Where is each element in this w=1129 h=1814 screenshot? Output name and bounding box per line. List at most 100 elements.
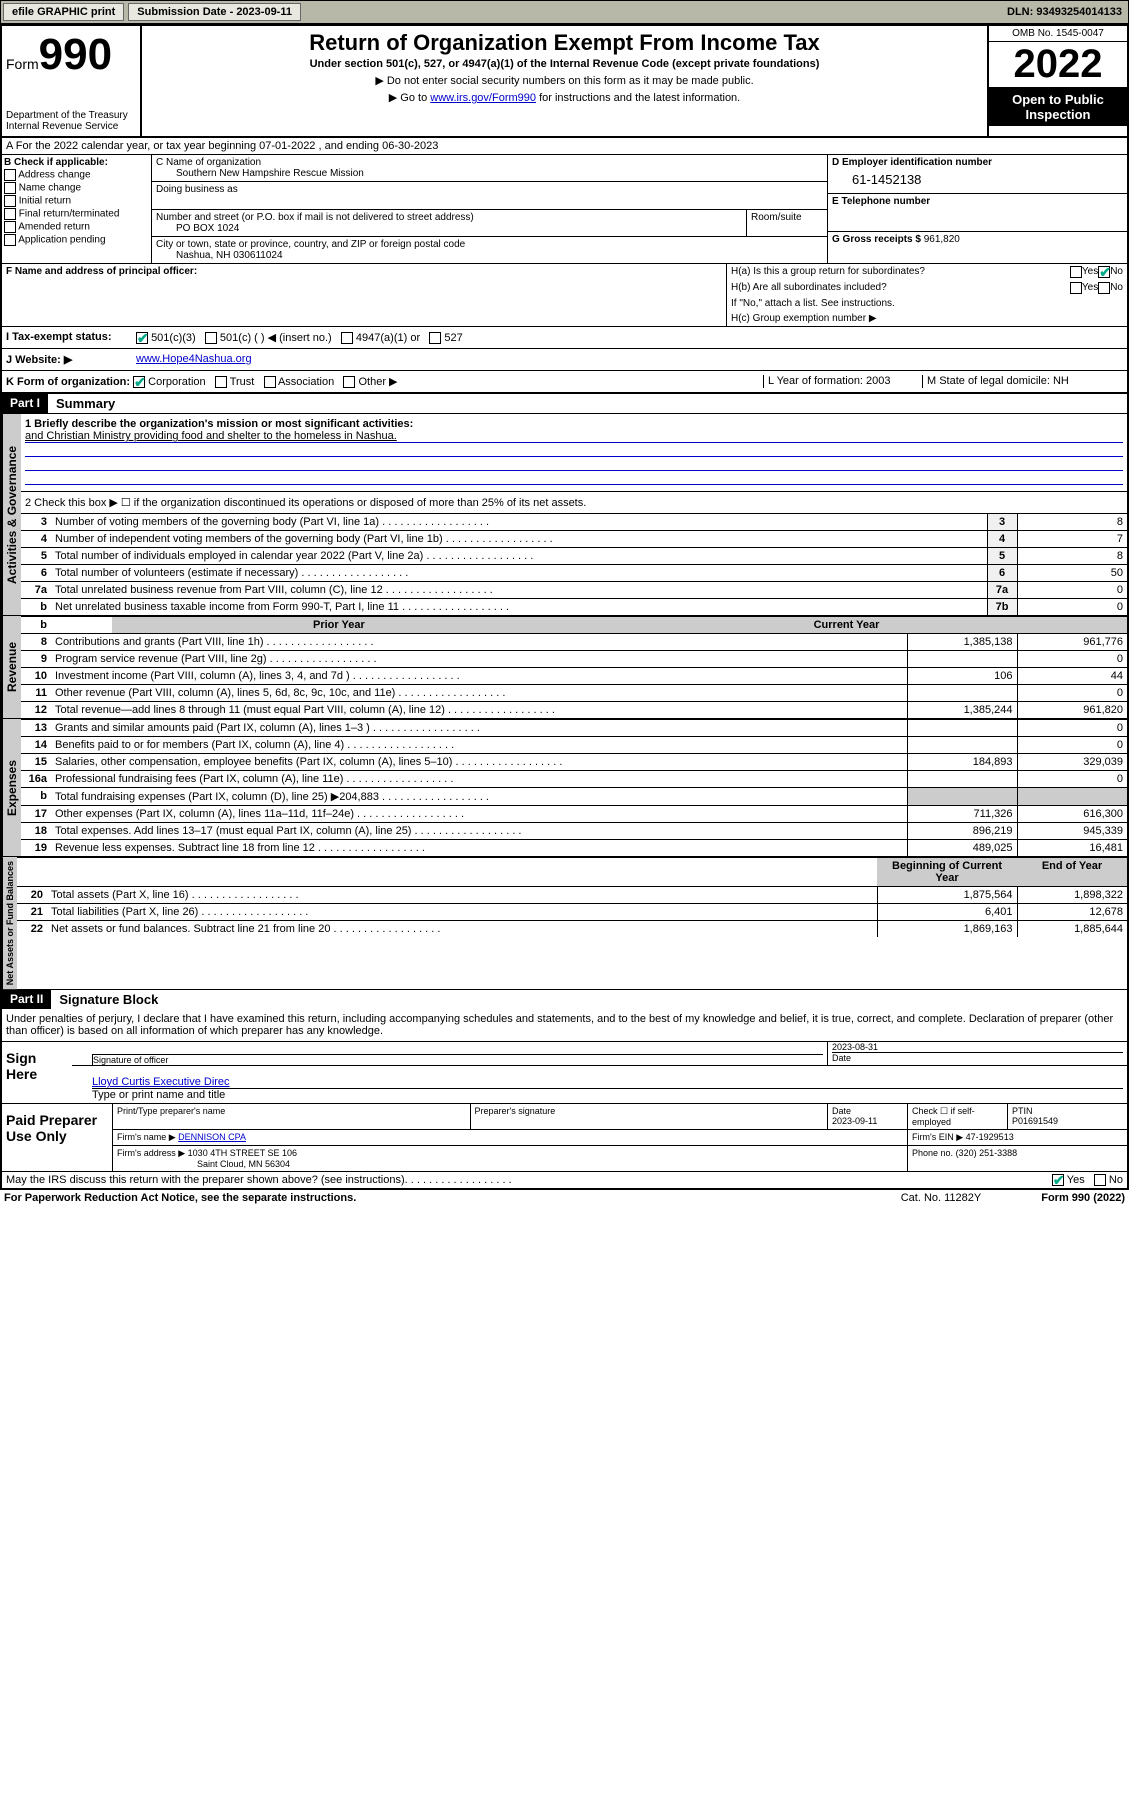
firm-name-link[interactable]: DENNISON CPA: [178, 1132, 246, 1142]
form-990: Form990 Department of the Treasury Inter…: [0, 24, 1129, 1190]
room-label: Room/suite: [747, 210, 827, 236]
form-number: 990: [39, 30, 112, 79]
tax-year: 2022: [989, 42, 1127, 88]
addr-label: Number and street (or P.O. box if mail i…: [156, 212, 742, 223]
hb-note: If "No," attach a list. See instructions…: [727, 296, 1127, 311]
irs-label: Internal Revenue Service: [6, 121, 136, 132]
ein-value: 61-1452138: [832, 168, 1123, 191]
gross-receipts-value: 961,820: [924, 234, 960, 245]
dba-label: Doing business as: [156, 184, 823, 195]
prior-year-head: Prior Year: [112, 617, 566, 634]
section-j-label: J Website: ▶: [2, 349, 132, 370]
sig-date-value: 2023-08-31: [832, 1042, 1123, 1052]
chk-may-irs-yes[interactable]: [1052, 1174, 1064, 1186]
chk-other[interactable]: [343, 376, 355, 388]
current-year-head: Current Year: [566, 617, 1127, 634]
vert-revenue: Revenue: [2, 616, 21, 718]
chk-trust[interactable]: [215, 376, 227, 388]
vert-governance: Activities & Governance: [2, 414, 21, 615]
note-goto-pre: ▶ Go to: [389, 92, 430, 104]
year-formation: L Year of formation: 2003: [763, 375, 923, 388]
paperwork-notice: For Paperwork Reduction Act Notice, see …: [4, 1192, 356, 1204]
chk-501c3[interactable]: [136, 332, 148, 344]
mission-label: 1 Briefly describe the organization's mi…: [25, 418, 413, 430]
form-label: Form: [6, 56, 39, 72]
chk-initial-return[interactable]: Initial return: [4, 195, 149, 207]
prep-date-label: Date: [832, 1106, 851, 1116]
chk-may-irs-no[interactable]: [1094, 1174, 1106, 1186]
firm-addr1: 1030 4TH STREET SE 106: [188, 1148, 297, 1158]
section-b-label: B Check if applicable:: [4, 157, 108, 168]
ptin-value: P01691549: [1012, 1116, 1058, 1126]
chk-501c[interactable]: [205, 332, 217, 344]
part1-head: Part I: [2, 394, 48, 413]
open-to-public: Open to Public Inspection: [989, 88, 1127, 126]
declaration-text: Under penalties of perjury, I declare th…: [2, 1009, 1127, 1041]
org-name: Southern New Hampshire Rescue Mission: [156, 168, 823, 179]
section-a-tax-year: A For the 2022 calendar year, or tax yea…: [2, 138, 1127, 155]
state-domicile: M State of legal domicile: NH: [923, 375, 1123, 388]
firm-phone: (320) 251-3388: [956, 1148, 1018, 1158]
line2-checkbox: 2 Check this box ▶ ☐ if the organization…: [21, 491, 1127, 513]
city-value: Nashua, NH 030611024: [156, 250, 823, 261]
sig-officer-label: Signature of officer: [93, 1055, 168, 1065]
firm-ein-label: Firm's EIN ▶: [912, 1132, 963, 1142]
hc-label: H(c) Group exemption number ▶: [727, 311, 1127, 326]
firm-name-label: Firm's name ▶: [117, 1132, 176, 1142]
end-year-head: End of Year: [1017, 858, 1127, 887]
ein-label: D Employer identification number: [832, 157, 992, 168]
note-ssn: ▶ Do not enter social security numbers o…: [146, 74, 983, 87]
omb-number: OMB No. 1545-0047: [989, 26, 1127, 42]
chk-amended-return[interactable]: Amended return: [4, 221, 149, 233]
vert-net-assets: Net Assets or Fund Balances: [2, 857, 17, 989]
mission-text: and Christian Ministry providing food an…: [25, 430, 1123, 443]
prep-sig-label: Preparer's signature: [470, 1104, 828, 1129]
dept-treasury: Department of the Treasury: [6, 110, 136, 121]
firm-addr2: Saint Cloud, MN 56304: [117, 1159, 290, 1169]
may-irs-discuss: May the IRS discuss this return with the…: [6, 1174, 405, 1186]
chk-final-return[interactable]: Final return/terminated: [4, 208, 149, 220]
form-subtitle: Under section 501(c), 527, or 4947(a)(1)…: [146, 58, 983, 70]
irs-link[interactable]: www.irs.gov/Form990: [430, 92, 536, 104]
part1-title: Summary: [48, 394, 123, 413]
form-title: Return of Organization Exempt From Incom…: [146, 30, 983, 56]
prep-name-label: Print/Type preparer's name: [112, 1104, 470, 1129]
dln: DLN: 93493254014133: [1007, 6, 1126, 18]
firm-phone-label: Phone no.: [912, 1148, 953, 1158]
cat-no: Cat. No. 11282Y: [901, 1192, 982, 1204]
chk-4947[interactable]: [341, 332, 353, 344]
org-name-label: C Name of organization: [156, 157, 823, 168]
submission-date: Submission Date - 2023-09-11: [128, 3, 301, 21]
addr-value: PO BOX 1024: [156, 223, 742, 234]
firm-addr-label: Firm's address ▶: [117, 1148, 185, 1158]
part2-head: Part II: [2, 990, 51, 1009]
city-label: City or town, state or province, country…: [156, 239, 823, 250]
officer-name-link[interactable]: Lloyd Curtis Executive Direc: [92, 1076, 230, 1088]
beg-year-head: Beginning of Current Year: [877, 858, 1017, 887]
ha-label: H(a) Is this a group return for subordin…: [731, 266, 1070, 278]
prep-date: 2023-09-11: [832, 1116, 877, 1126]
sign-here-label: Sign Here: [2, 1042, 72, 1103]
officer-label: F Name and address of principal officer:: [6, 266, 197, 277]
website-link[interactable]: www.Hope4Nashua.org: [136, 353, 252, 365]
hb-label: H(b) Are all subordinates included?: [731, 282, 1070, 294]
name-title-label: Type or print name and title: [92, 1089, 1123, 1101]
chk-application-pending[interactable]: Application pending: [4, 234, 149, 246]
chk-association[interactable]: [264, 376, 276, 388]
section-i-label: I Tax-exempt status:: [2, 327, 132, 348]
efile-print-button[interactable]: efile GRAPHIC print: [3, 3, 124, 21]
phone-label: E Telephone number: [832, 196, 930, 207]
form-footer: Form 990 (2022): [1041, 1192, 1125, 1204]
paid-preparer-label: Paid Preparer Use Only: [2, 1104, 112, 1171]
section-k-label: K Form of organization:: [6, 376, 130, 388]
gross-receipts-label: G Gross receipts $: [832, 234, 921, 245]
chk-corporation[interactable]: [133, 376, 145, 388]
part2-title: Signature Block: [51, 990, 166, 1009]
check-self-employed: Check ☐ if self-employed: [907, 1104, 1007, 1129]
top-bar: efile GRAPHIC print Submission Date - 20…: [0, 0, 1129, 24]
chk-527[interactable]: [429, 332, 441, 344]
chk-name-change[interactable]: Name change: [4, 182, 149, 194]
chk-address-change[interactable]: Address change: [4, 169, 149, 181]
firm-ein: 47-1929513: [966, 1132, 1014, 1142]
note-goto-post: for instructions and the latest informat…: [536, 92, 740, 104]
